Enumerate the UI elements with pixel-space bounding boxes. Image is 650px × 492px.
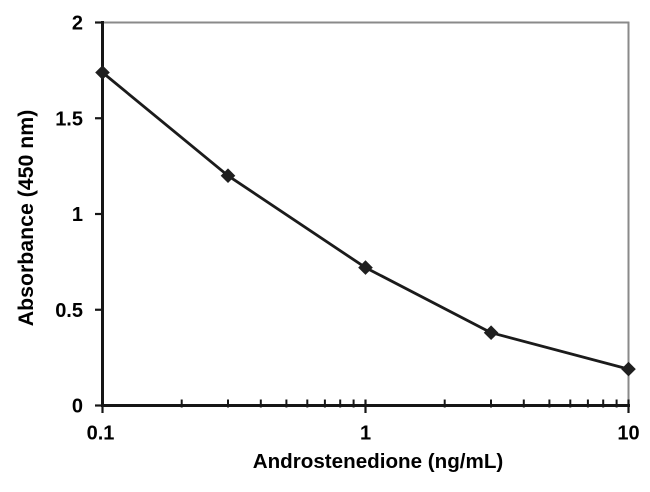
svg-text:1: 1 <box>360 423 371 445</box>
svg-text:0.5: 0.5 <box>55 300 83 322</box>
svg-text:0.1: 0.1 <box>87 423 115 445</box>
svg-text:Absorbance (450 nm): Absorbance (450 nm) <box>14 110 38 327</box>
svg-text:2: 2 <box>72 13 83 35</box>
svg-text:1: 1 <box>72 204 83 226</box>
svg-text:Androstenedione (ng/mL): Androstenedione (ng/mL) <box>253 450 504 473</box>
svg-text:10: 10 <box>617 423 639 445</box>
svg-text:1.5: 1.5 <box>55 108 83 130</box>
svg-text:0: 0 <box>72 396 83 418</box>
